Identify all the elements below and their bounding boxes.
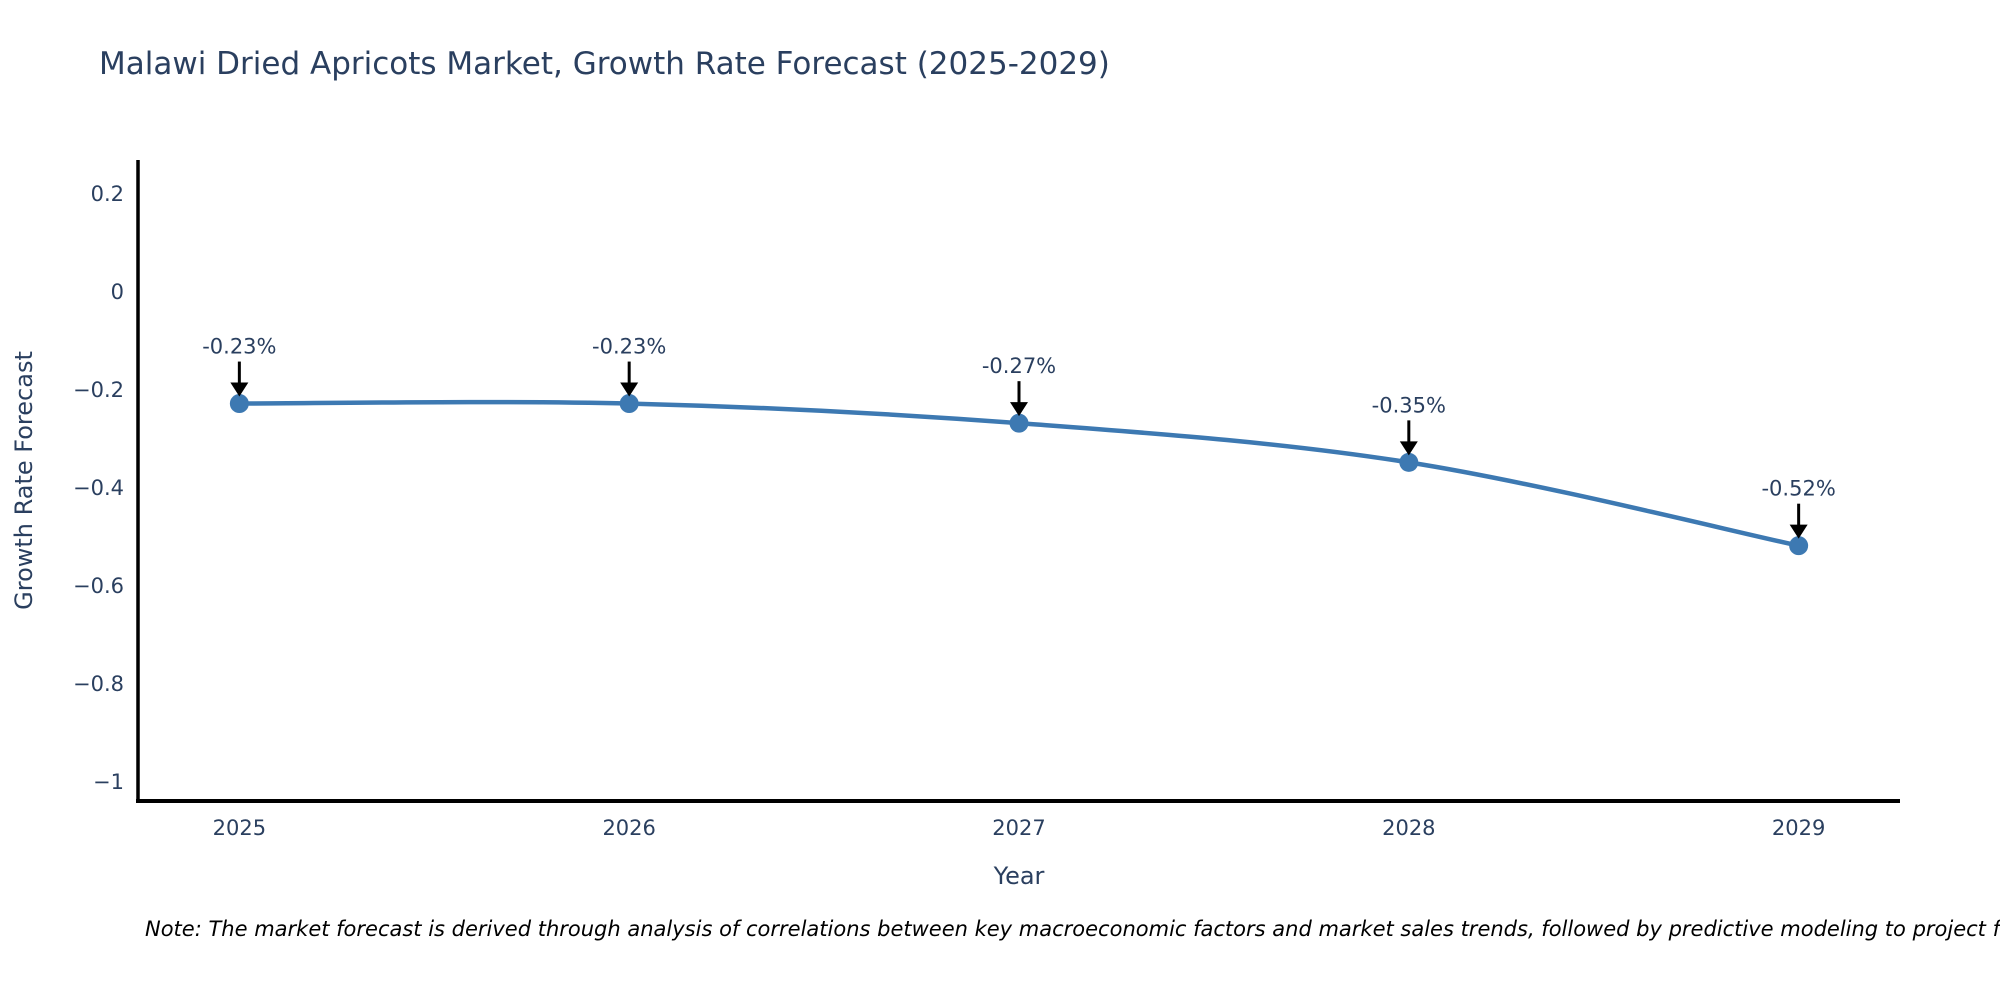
- x-tick-label: 2029: [1772, 816, 1825, 840]
- y-tick-label: −0.4: [73, 476, 124, 500]
- annotation-arrowhead: [230, 382, 249, 397]
- chart-title: Malawi Dried Apricots Market, Growth Rat…: [99, 46, 1110, 82]
- x-axis-title: Year: [993, 862, 1045, 890]
- annotation-label: -0.23%: [202, 335, 276, 359]
- data-point-marker: [1789, 536, 1809, 556]
- y-tick-label: 0: [111, 280, 124, 304]
- annotation-arrowhead: [1789, 524, 1808, 539]
- annotation-arrowhead: [1399, 441, 1418, 456]
- y-tick-label: −0.8: [73, 672, 124, 696]
- x-tick-label: 2025: [213, 816, 266, 840]
- data-point-marker: [619, 394, 639, 414]
- y-tick-label: −1: [93, 770, 124, 794]
- annotation-arrowhead: [1010, 402, 1028, 417]
- y-tick-label: −0.6: [73, 574, 124, 598]
- annotation-label: -0.35%: [1372, 393, 1446, 417]
- annotation-label: -0.27%: [982, 354, 1056, 378]
- y-axis-title: Growth Rate Forecast: [10, 351, 38, 610]
- data-point-marker: [1399, 452, 1419, 472]
- x-tick-label: 2026: [602, 816, 655, 840]
- x-tick-label: 2028: [1382, 816, 1435, 840]
- annotation-label: -0.23%: [592, 335, 666, 359]
- data-point-marker: [1009, 413, 1029, 433]
- x-tick-label: 2027: [992, 816, 1045, 840]
- y-tick-label: −0.2: [73, 378, 124, 402]
- y-tick-label: 0.2: [91, 182, 124, 206]
- annotation-arrowhead: [620, 382, 639, 397]
- footnote: Note: The market forecast is derived thr…: [145, 917, 2000, 941]
- data-point-marker: [229, 394, 249, 414]
- annotation-label: -0.52%: [1761, 477, 1835, 501]
